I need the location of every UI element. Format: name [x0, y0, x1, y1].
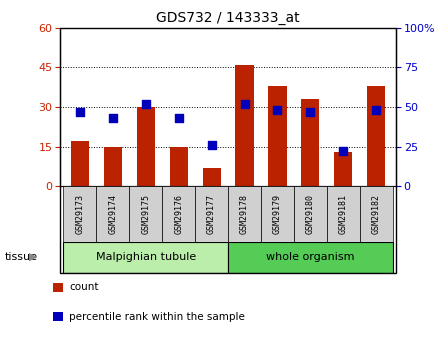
- Text: tissue: tissue: [4, 252, 37, 262]
- Bar: [334, 152, 352, 186]
- Text: GSM29178: GSM29178: [240, 194, 249, 234]
- Bar: [104, 147, 122, 186]
- Bar: [137, 107, 155, 186]
- Text: percentile rank within the sample: percentile rank within the sample: [69, 312, 245, 322]
- Bar: [63, 186, 96, 242]
- Text: count: count: [69, 283, 98, 292]
- Bar: [195, 186, 228, 242]
- Bar: [268, 86, 287, 186]
- Text: GSM29182: GSM29182: [372, 194, 381, 234]
- Point: [373, 107, 380, 113]
- Text: whole organism: whole organism: [266, 252, 355, 262]
- Text: GSM29176: GSM29176: [174, 194, 183, 234]
- Text: GSM29181: GSM29181: [339, 194, 348, 234]
- Bar: [228, 241, 393, 273]
- Bar: [327, 186, 360, 242]
- Bar: [367, 86, 385, 186]
- Point: [76, 109, 83, 115]
- Point: [307, 109, 314, 115]
- Bar: [162, 186, 195, 242]
- Bar: [261, 186, 294, 242]
- Point: [109, 115, 116, 121]
- Text: GSM29175: GSM29175: [141, 194, 150, 234]
- Text: ▶: ▶: [29, 252, 38, 262]
- Text: Malpighian tubule: Malpighian tubule: [96, 252, 196, 262]
- Title: GDS732 / 143333_at: GDS732 / 143333_at: [156, 11, 300, 25]
- Point: [340, 149, 347, 154]
- Point: [241, 101, 248, 107]
- Point: [208, 142, 215, 148]
- Bar: [71, 141, 89, 186]
- Bar: [360, 186, 393, 242]
- Text: GSM29180: GSM29180: [306, 194, 315, 234]
- Bar: [228, 186, 261, 242]
- Bar: [294, 186, 327, 242]
- Bar: [235, 65, 254, 186]
- Bar: [96, 186, 129, 242]
- Bar: [129, 186, 162, 242]
- Text: GSM29179: GSM29179: [273, 194, 282, 234]
- Text: GSM29173: GSM29173: [75, 194, 85, 234]
- Bar: [170, 147, 188, 186]
- Point: [274, 107, 281, 113]
- Point: [175, 115, 182, 121]
- Bar: [202, 168, 221, 186]
- Text: GSM29177: GSM29177: [207, 194, 216, 234]
- Bar: [63, 241, 228, 273]
- Text: GSM29174: GSM29174: [108, 194, 117, 234]
- Point: [142, 101, 149, 107]
- Bar: [301, 99, 320, 186]
